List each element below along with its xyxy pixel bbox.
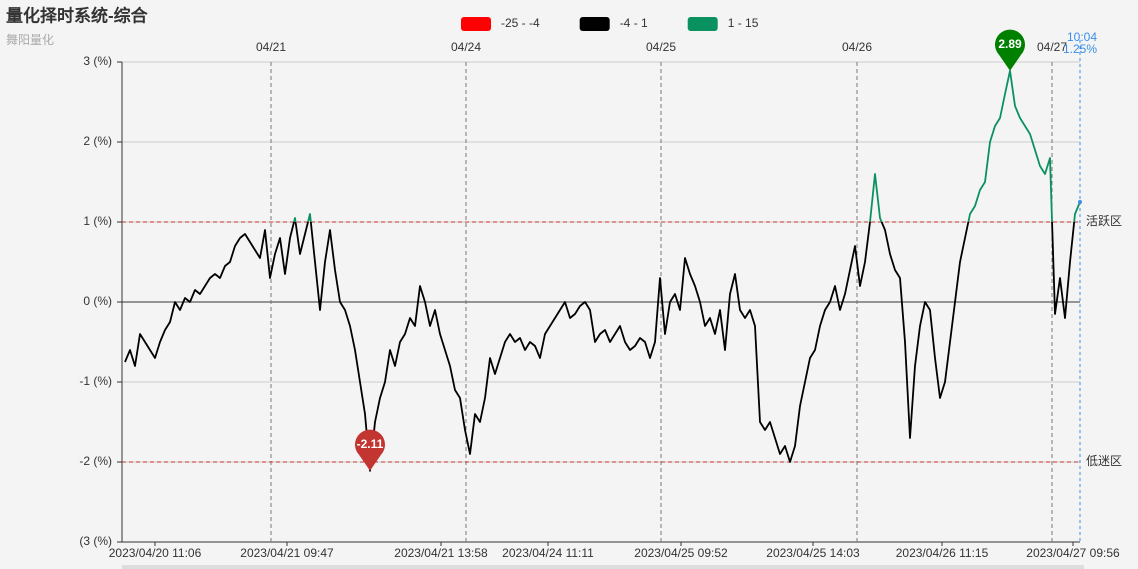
pointer-value: 1.25% <box>1063 42 1097 56</box>
x-tick-label: 2023/04/20 11:06 <box>109 546 202 560</box>
x-tick-label: 2023/04/25 14:03 <box>766 546 860 560</box>
y-tick-label: -1 (%) <box>79 374 112 388</box>
y-tick-label: (3 (%) <box>79 534 112 548</box>
x-tick-label: 2023/04/27 09:56 <box>1026 546 1120 560</box>
mark-pin <box>355 429 386 471</box>
chart-subtitle: 舞阳量化 <box>6 33 54 47</box>
legend-swatch <box>687 17 718 31</box>
y-tick-label: 0 (%) <box>83 294 112 308</box>
legend-label: -4 - 1 <box>620 16 648 30</box>
day-label: 04/26 <box>842 40 872 54</box>
mark-pin <box>995 29 1026 71</box>
pointer-time: 10:04 <box>1067 30 1097 44</box>
x-tick-label: 2023/04/21 13:58 <box>394 546 488 560</box>
day-label: 04/25 <box>646 40 676 54</box>
mark-pin-label: -2.11 <box>357 437 384 451</box>
scrollbar <box>122 565 1084 569</box>
legend-swatch <box>579 17 610 31</box>
mark-line-label: 活跃区 <box>1086 214 1122 228</box>
mark-line-label: 低迷区 <box>1086 454 1122 468</box>
legend-label: -25 - -4 <box>501 16 540 30</box>
mark-pin-label: 2.89 <box>998 37 1022 51</box>
x-tick-label: 2023/04/24 11:11 <box>502 546 594 560</box>
legend-label: 1 - 15 <box>728 16 759 30</box>
x-tick-label: 2023/04/26 11:15 <box>896 546 989 560</box>
y-tick-label: 1 (%) <box>83 214 112 228</box>
series-line <box>124 69 1081 472</box>
y-tick-label: -2 (%) <box>79 454 112 468</box>
legend-swatch <box>461 17 491 31</box>
y-tick-label: 3 (%) <box>83 54 112 68</box>
x-tick-label: 2023/04/21 09:47 <box>240 546 334 560</box>
day-label: 04/21 <box>256 40 286 54</box>
x-tick-label: 2023/04/25 09:52 <box>634 546 728 560</box>
pointer-dot <box>1078 200 1082 204</box>
day-label: 04/24 <box>451 40 481 54</box>
y-tick-label: 2 (%) <box>83 134 112 148</box>
chart-title: 量化择时系统-综合 <box>6 5 149 25</box>
day-label: 04/27 <box>1037 40 1067 54</box>
